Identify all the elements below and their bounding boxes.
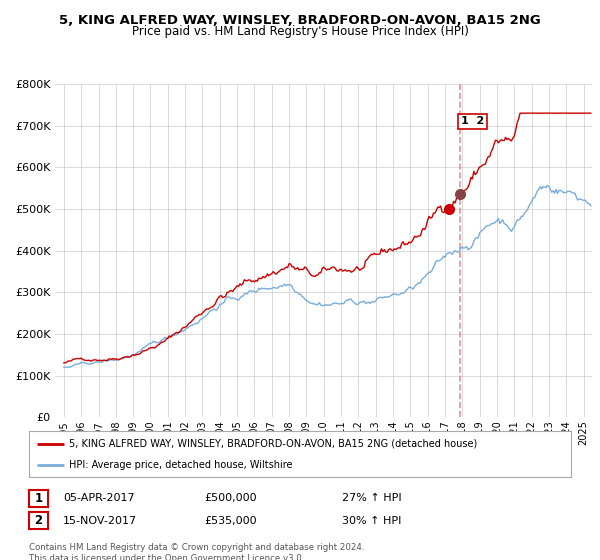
- Text: 15-NOV-2017: 15-NOV-2017: [63, 516, 137, 526]
- Text: Price paid vs. HM Land Registry's House Price Index (HPI): Price paid vs. HM Land Registry's House …: [131, 25, 469, 38]
- Text: 2: 2: [34, 514, 43, 528]
- Text: Contains HM Land Registry data © Crown copyright and database right 2024.
This d: Contains HM Land Registry data © Crown c…: [29, 543, 364, 560]
- Text: 27% ↑ HPI: 27% ↑ HPI: [342, 493, 401, 503]
- Text: £500,000: £500,000: [204, 493, 257, 503]
- Text: 5, KING ALFRED WAY, WINSLEY, BRADFORD-ON-AVON, BA15 2NG: 5, KING ALFRED WAY, WINSLEY, BRADFORD-ON…: [59, 14, 541, 27]
- Text: £535,000: £535,000: [204, 516, 257, 526]
- Text: 5, KING ALFRED WAY, WINSLEY, BRADFORD-ON-AVON, BA15 2NG (detached house): 5, KING ALFRED WAY, WINSLEY, BRADFORD-ON…: [70, 438, 478, 449]
- Text: 05-APR-2017: 05-APR-2017: [63, 493, 134, 503]
- Text: HPI: Average price, detached house, Wiltshire: HPI: Average price, detached house, Wilt…: [70, 460, 293, 470]
- Text: 30% ↑ HPI: 30% ↑ HPI: [342, 516, 401, 526]
- Text: 1  2: 1 2: [461, 116, 484, 127]
- Text: 1: 1: [34, 492, 43, 505]
